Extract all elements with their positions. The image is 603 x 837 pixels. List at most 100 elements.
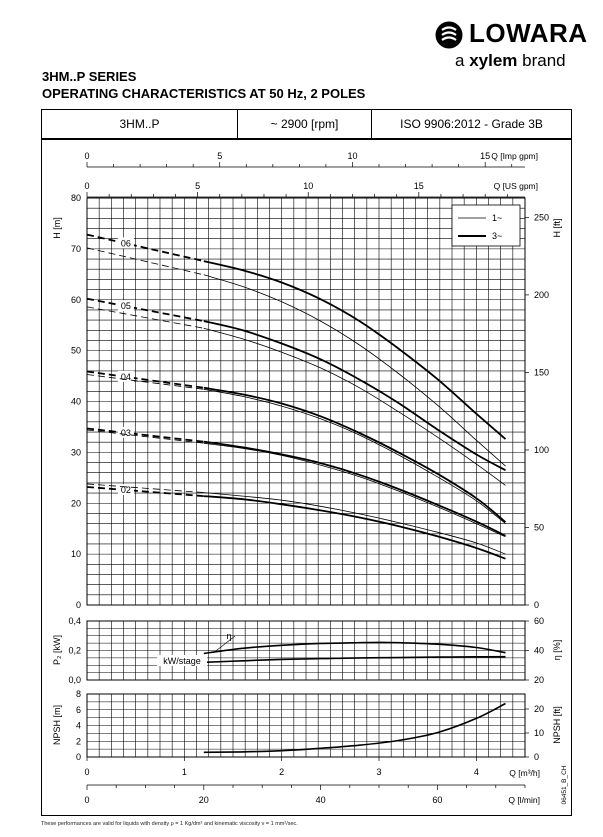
stage-label-bg	[117, 370, 134, 382]
stage-label: 05	[121, 301, 131, 311]
brand-name: LOWARA	[469, 18, 588, 48]
top-axis-tick-label: 5	[217, 151, 222, 161]
top-axis-tick-label: 10	[347, 151, 357, 161]
power-y2-tick-label: 60	[534, 616, 544, 626]
head-curve-04-thick	[203, 386, 507, 523]
power-y-title: P₂ [kW]	[52, 635, 62, 665]
npsh-y-tick-label: 8	[76, 689, 81, 699]
series-title: 3HM..P SERIES	[42, 69, 137, 84]
top-axis-tick-label: 15	[480, 151, 490, 161]
head-y-tick-label: 10	[71, 549, 81, 559]
head-y2-tick-label: 100	[534, 445, 549, 455]
head-grid-border	[86, 197, 526, 606]
head-y-tick-label: 50	[71, 346, 81, 356]
bottom-axis-tick-label: 2	[279, 767, 284, 777]
efficiency-annotation: η	[226, 631, 231, 641]
head-curve-05-dashed	[86, 297, 204, 323]
efficiency-leader	[213, 635, 236, 653]
efficiency-curve	[203, 641, 506, 655]
head-curve-05-dashed	[86, 306, 204, 329]
head-curve-04-dashed	[86, 370, 204, 389]
head-curve-05-thin	[203, 327, 506, 486]
head-curve-02-dashed	[86, 483, 204, 493]
tagline-prefix: a	[455, 51, 465, 70]
head-y2-tick-label: 0	[534, 600, 539, 610]
kw-annotation-bg	[157, 655, 207, 666]
stage-label: 06	[121, 238, 131, 248]
npsh-y2-tick-label: 10	[534, 728, 544, 738]
head-curve-03-thin	[203, 442, 506, 538]
npsh-y2-title: NPSH [ft]	[552, 706, 562, 744]
head-y-tick-label: 60	[71, 295, 81, 305]
head-curve-04-dashed	[86, 374, 204, 390]
model-cell: 3HM..P	[42, 110, 238, 138]
stage-label-bg	[117, 300, 134, 312]
power-grid	[86, 620, 526, 681]
document-code: 06451_B_CH	[561, 765, 568, 804]
npsh-y-title: NPSH [m]	[52, 705, 62, 745]
top-axis-title: Q [US gpm]	[494, 181, 538, 191]
lmin-axis-tick-label: 20	[199, 795, 209, 805]
head-curve-02-thick	[203, 495, 506, 560]
npsh-grid-border	[86, 693, 526, 758]
tagline-suffix: brand	[522, 51, 566, 70]
head-y2-tick-label: 150	[534, 367, 549, 377]
lowara-mark-icon	[435, 21, 463, 49]
lmin-axis-tick-label: 60	[432, 795, 442, 805]
stage-label-bg	[117, 237, 134, 249]
top-axis-tick-label: 0	[84, 181, 89, 191]
legend-label: 3~	[492, 231, 502, 241]
power-y2-tick-label: 40	[534, 646, 544, 656]
legend-box	[451, 204, 521, 247]
head-y2-title: H [ft]	[552, 218, 562, 237]
power-y2-tick-label: 20	[534, 675, 544, 685]
bottom-axis-tick-label: 3	[376, 767, 381, 777]
head-y-tick-label: 70	[71, 244, 81, 254]
bottom-axis-title: Q [m³/h]	[509, 768, 540, 778]
top-axis-tick-label: 5	[195, 181, 200, 191]
head-curve-03-dashed	[86, 427, 204, 443]
power-y-tick-label: 0,2	[68, 646, 81, 656]
lmin-axis-tick-label: 0	[84, 795, 89, 805]
npsh-y-tick-label: 2	[76, 736, 81, 746]
npsh-y2-tick-label: 0	[534, 752, 539, 762]
head-y2-tick-label: 200	[534, 290, 549, 300]
head-curve-02-thin	[203, 492, 506, 555]
head-y-title: H [m]	[52, 217, 62, 239]
power-annotation: kW/stage	[163, 656, 201, 666]
top-axis-tick-label: 0	[84, 151, 89, 161]
page-title: OPERATING CHARACTERISTICS AT 50 Hz, 2 PO…	[42, 86, 366, 101]
head-grid	[86, 197, 526, 606]
head-curve-04-thin	[203, 388, 506, 524]
speed-cell: ~ 2900 [rpm]	[238, 110, 372, 138]
stage-label: 03	[121, 428, 131, 438]
tagline-brand: xylem	[469, 51, 518, 70]
lowara-logo: LOWARA a xylem brand	[433, 18, 587, 74]
stage-label: 02	[121, 485, 131, 495]
bottom-axis-tick-label: 0	[84, 767, 89, 777]
npsh-grid	[86, 693, 526, 758]
head-curve-06-thick	[203, 260, 507, 440]
power-y-tick-label: 0,4	[68, 616, 81, 626]
head-y-tick-label: 0	[76, 600, 81, 610]
head-y-tick-label: 20	[71, 498, 81, 508]
stage-label-bg	[117, 484, 134, 496]
npsh-curve	[203, 702, 506, 754]
power-y2-title: η [%]	[552, 640, 562, 661]
head-curve-03-dashed	[86, 429, 204, 444]
head-curve-06-thin	[203, 274, 506, 467]
head-y-tick-label: 80	[71, 193, 81, 203]
stage-label: 04	[121, 372, 131, 382]
top-axis-tick-label: 10	[303, 181, 313, 191]
head-legend: 1~ 3~	[451, 204, 521, 247]
head-curve-06-dashed	[86, 247, 204, 276]
top-axis-tick-label: 15	[414, 181, 424, 191]
info-box: 3HM..P ~ 2900 [rpm] ISO 9906:2012 - Grad…	[41, 109, 572, 139]
standard-cell: ISO 9906:2012 - Grade 3B	[400, 117, 543, 131]
chart-frame	[41, 139, 572, 816]
head-curve-02-dashed	[86, 486, 204, 498]
head-y2-tick-label: 250	[534, 212, 549, 222]
footnote: These performances are valid for liquids…	[41, 821, 298, 827]
power-curve	[203, 655, 506, 664]
